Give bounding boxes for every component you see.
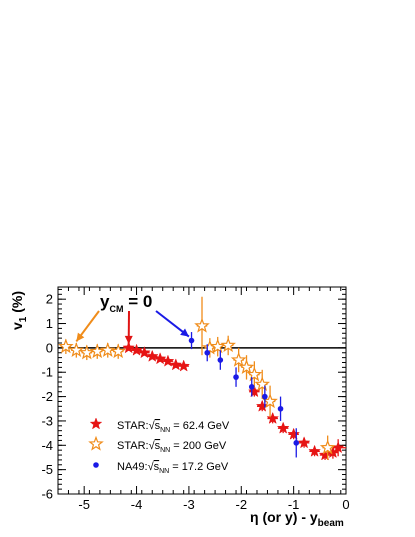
ycm-arrows [75, 310, 190, 344]
data-point [130, 343, 143, 356]
legend-entry-star-62: STAR:√sNN = 62.4 GeV [89, 417, 230, 434]
data-point [122, 341, 136, 354]
data-point [220, 337, 236, 353]
x-axis-ticks: -5 -4 -3 -2 -1 0 [57, 287, 350, 512]
data-point [204, 349, 211, 356]
series-2 [188, 332, 300, 458]
x-axis-title-main: η (or y) - y [250, 509, 318, 525]
data-point [161, 354, 175, 367]
data-point [138, 346, 151, 359]
data-point [217, 357, 224, 363]
series-1 [58, 296, 336, 460]
x-tick-label: -5 [78, 497, 90, 512]
legend-sqrt-2: s [154, 461, 160, 473]
legend-label-na49: NA49:√sNN = 17.2 GeV [117, 461, 229, 475]
legend-label-na49-tail: = 17.2 GeV [169, 461, 229, 473]
data-point [266, 411, 280, 424]
y-tick-label: 1 [46, 316, 53, 331]
y-tick-label: -4 [41, 438, 53, 453]
y-axis-title-unit: (%) [9, 291, 25, 317]
data-point [110, 343, 127, 359]
data-point [238, 359, 255, 375]
y-tick-label: 0 [46, 340, 53, 355]
legend-label-star-200-tail: = 200 GeV [170, 440, 227, 452]
ycm-annotation-main: y [100, 292, 110, 311]
legend-label-star-62-tail: = 62.4 GeV [170, 420, 230, 432]
legend-sqrt-0: s [155, 420, 161, 432]
legend-sqrt-sub-1: NN [160, 447, 170, 454]
y-axis-title-sub: 1 [18, 316, 29, 322]
y-tick-label: -2 [41, 389, 53, 404]
data-point [319, 439, 336, 455]
data-point [297, 436, 311, 449]
legend-sqrt-sub-0: NN [160, 427, 170, 434]
data-point [89, 343, 106, 359]
data-point [287, 427, 301, 440]
series-layer [58, 296, 346, 461]
legend-label-star-200-name: STAR: [117, 440, 149, 452]
data-point [209, 338, 226, 354]
arrow-head [124, 335, 133, 344]
y-tick-label: -1 [41, 365, 53, 380]
data-point [68, 342, 85, 357]
legend: STAR:√sNN = 62.4 GeV STAR:√sNN = 200 GeV… [88, 417, 230, 475]
x-axis-title-sub: beam [318, 518, 344, 529]
arrow-head [180, 328, 189, 337]
data-point [177, 359, 191, 372]
y-tick-label: -3 [41, 413, 53, 428]
legend-marker-star-62 [89, 417, 103, 430]
plot-frame [57, 286, 347, 495]
x-tick-label: -4 [131, 497, 143, 512]
series-0 [122, 341, 346, 461]
arrow-head [76, 332, 85, 342]
data-point [78, 344, 95, 360]
data-point [276, 421, 290, 434]
legend-marker-na49 [93, 462, 99, 468]
data-point [254, 376, 271, 392]
data-point [153, 352, 167, 365]
data-point [169, 358, 183, 371]
legend-marker-star-200 [88, 435, 104, 451]
data-point [308, 444, 321, 457]
legend-sqrt-1: s [155, 440, 161, 452]
y-axis-ticks: -6 -5 -4 -3 -2 -1 0 1 2 [41, 288, 346, 502]
data-point [246, 366, 263, 382]
legend-entry-na49: NA49:√sNN = 17.2 GeV [93, 461, 229, 475]
data-point [277, 405, 284, 412]
ycm-annotation-tail: = 0 [123, 292, 152, 311]
data-point [58, 338, 74, 354]
y-tick-label: -5 [41, 462, 53, 477]
data-point [188, 337, 195, 344]
y-tick-label: -6 [41, 487, 53, 502]
data-point [230, 351, 247, 367]
legend-label-star-62: STAR:√sNN = 62.4 GeV [117, 420, 230, 434]
data-point [145, 349, 159, 362]
data-point [233, 374, 239, 380]
legend-marker-shape [93, 462, 99, 468]
data-point [248, 384, 255, 390]
legend-entry-star-200: STAR:√sNN = 200 GeV [88, 435, 227, 454]
x-tick-label: 0 [342, 497, 349, 512]
data-point [99, 342, 116, 357]
y-tick-label: 2 [46, 292, 53, 307]
legend-marker-shape [88, 435, 104, 451]
y-axis-title-main: v [9, 322, 25, 330]
legend-marker-shape [89, 417, 103, 430]
data-point [293, 440, 300, 446]
data-point [262, 393, 268, 400]
ycm-annotation: yCM = 0 [100, 292, 152, 314]
x-axis-title: η (or y) - ybeam [250, 509, 344, 529]
data-point [194, 317, 210, 333]
legend-sqrt-sub-2: NN [159, 468, 169, 475]
x-tick-label: -3 [183, 497, 195, 512]
x-tick-label: -1 [288, 497, 300, 512]
legend-label-star-200: STAR:√sNN = 200 GeV [117, 440, 227, 454]
ycm-annotation-sub: CM [109, 304, 123, 314]
x-tick-label: -2 [235, 497, 247, 512]
legend-label-na49-name: NA49: [117, 461, 148, 473]
y-axis-title: v1 (%) [9, 291, 29, 330]
legend-label-star-62-name: STAR: [117, 420, 149, 432]
